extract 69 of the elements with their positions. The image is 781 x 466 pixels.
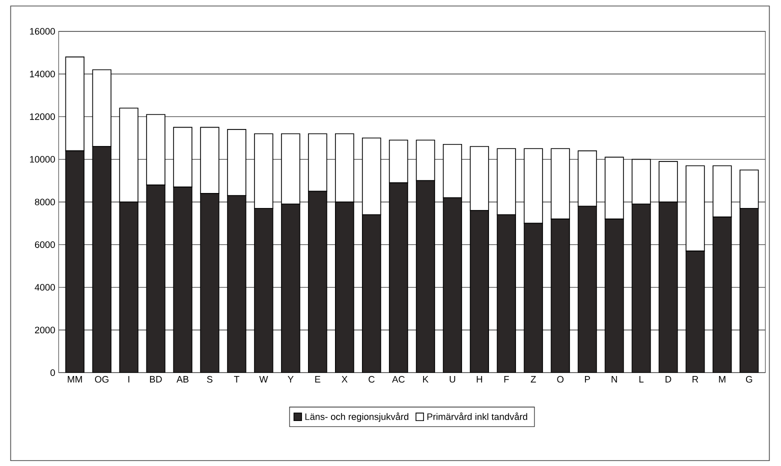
x-tick-label: W [259, 376, 268, 382]
x-tick-label: Y [288, 376, 294, 382]
y-tick-label: 14000 [30, 70, 55, 78]
bar [389, 182, 408, 373]
x-tick-label: Z [530, 376, 536, 382]
legend-label: Primärvård inkl tandvård [427, 412, 528, 420]
x-tick-label: H [476, 376, 482, 382]
x-tick-label: G [746, 376, 752, 383]
x-tick-label: X [342, 376, 348, 382]
x-tick-label: E [315, 376, 320, 382]
bar [416, 180, 435, 373]
x-tick-label: R [692, 376, 698, 382]
y-tick-label: 6000 [35, 241, 55, 248]
bar [551, 219, 570, 373]
legend-label: Läns- och regionsjukvård [305, 412, 408, 422]
bar [281, 204, 300, 373]
bar [66, 150, 84, 373]
x-tick-label: BD [150, 376, 162, 382]
bar [578, 150, 597, 207]
bar [632, 204, 650, 373]
bar [92, 146, 111, 373]
y-tick-label: 8000 [34, 198, 55, 206]
x-tick-label: OG [95, 376, 108, 383]
bar [335, 202, 354, 373]
bar [146, 184, 165, 373]
bar [497, 214, 516, 373]
y-tick-label: 10000 [30, 156, 55, 163]
x-tick-label: S [207, 376, 212, 383]
y-tick-label: 0 [50, 369, 55, 376]
x-tick-label: N [612, 376, 617, 382]
bar [443, 198, 462, 373]
x-tick-label: D [666, 376, 672, 382]
bar [740, 208, 759, 373]
bar [174, 187, 192, 373]
y-tick-label: 4000 [34, 284, 55, 291]
bar [200, 193, 219, 373]
x-tick-label: T [234, 376, 240, 382]
x-tick-label: F [504, 376, 509, 382]
x-tick-label: L [639, 376, 644, 382]
x-tick-label: AB [176, 376, 188, 382]
bar [686, 251, 704, 373]
bar [524, 223, 543, 373]
y-tick-label: 2000 [34, 326, 55, 334]
bar [659, 202, 678, 373]
x-tick-label: AC [392, 376, 405, 383]
bar [578, 206, 596, 373]
x-tick-label: K [423, 376, 428, 382]
bar [712, 165, 732, 218]
y-tick-label: 12000 [30, 113, 55, 120]
bar [228, 196, 246, 373]
x-tick-label: I [128, 376, 130, 382]
bar [632, 158, 651, 205]
bar [470, 210, 489, 373]
bar [713, 216, 732, 373]
x-tick-label: C [368, 376, 375, 383]
x-tick-label: MM [68, 376, 82, 382]
x-tick-label: U [450, 376, 456, 383]
bar [658, 161, 678, 202]
bar [604, 156, 624, 220]
bar [308, 191, 327, 373]
bar [120, 202, 138, 373]
y-tick-label: 16000 [30, 28, 55, 35]
bar [362, 214, 381, 373]
x-tick-label: O [557, 376, 564, 383]
bar [254, 208, 273, 373]
x-tick-label: P [584, 376, 590, 382]
x-tick-label: M [719, 376, 726, 382]
bar [605, 219, 624, 373]
bar [686, 165, 705, 252]
